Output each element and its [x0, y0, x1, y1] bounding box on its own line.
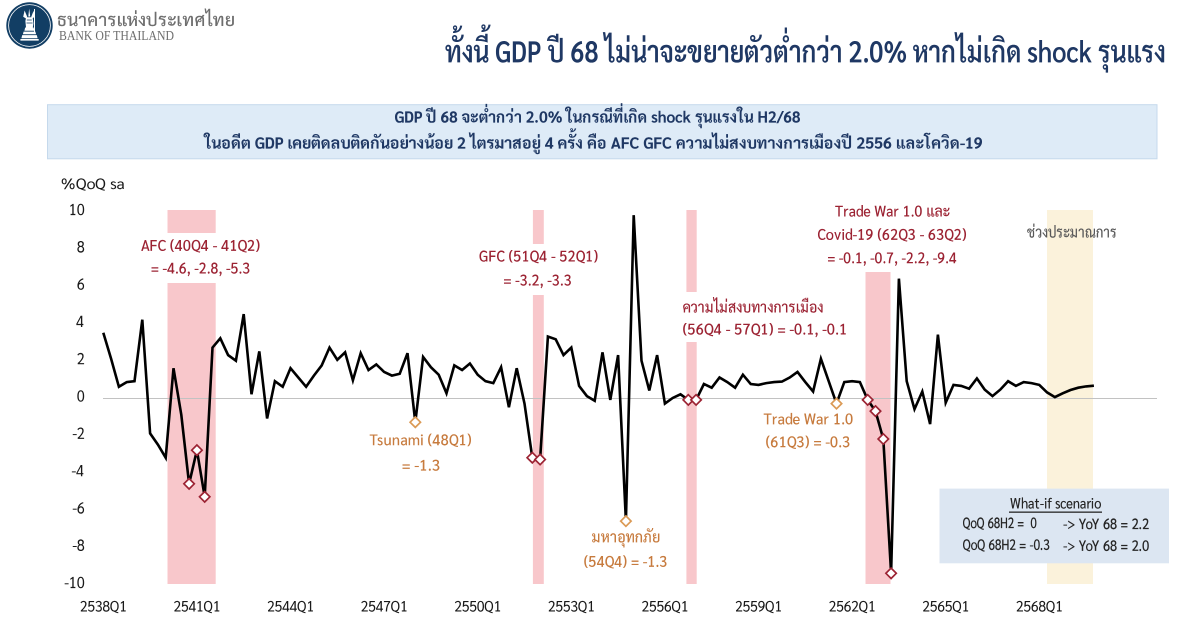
svg-text:BANK OF THAILAND: BANK OF THAILAND: [59, 28, 174, 43]
